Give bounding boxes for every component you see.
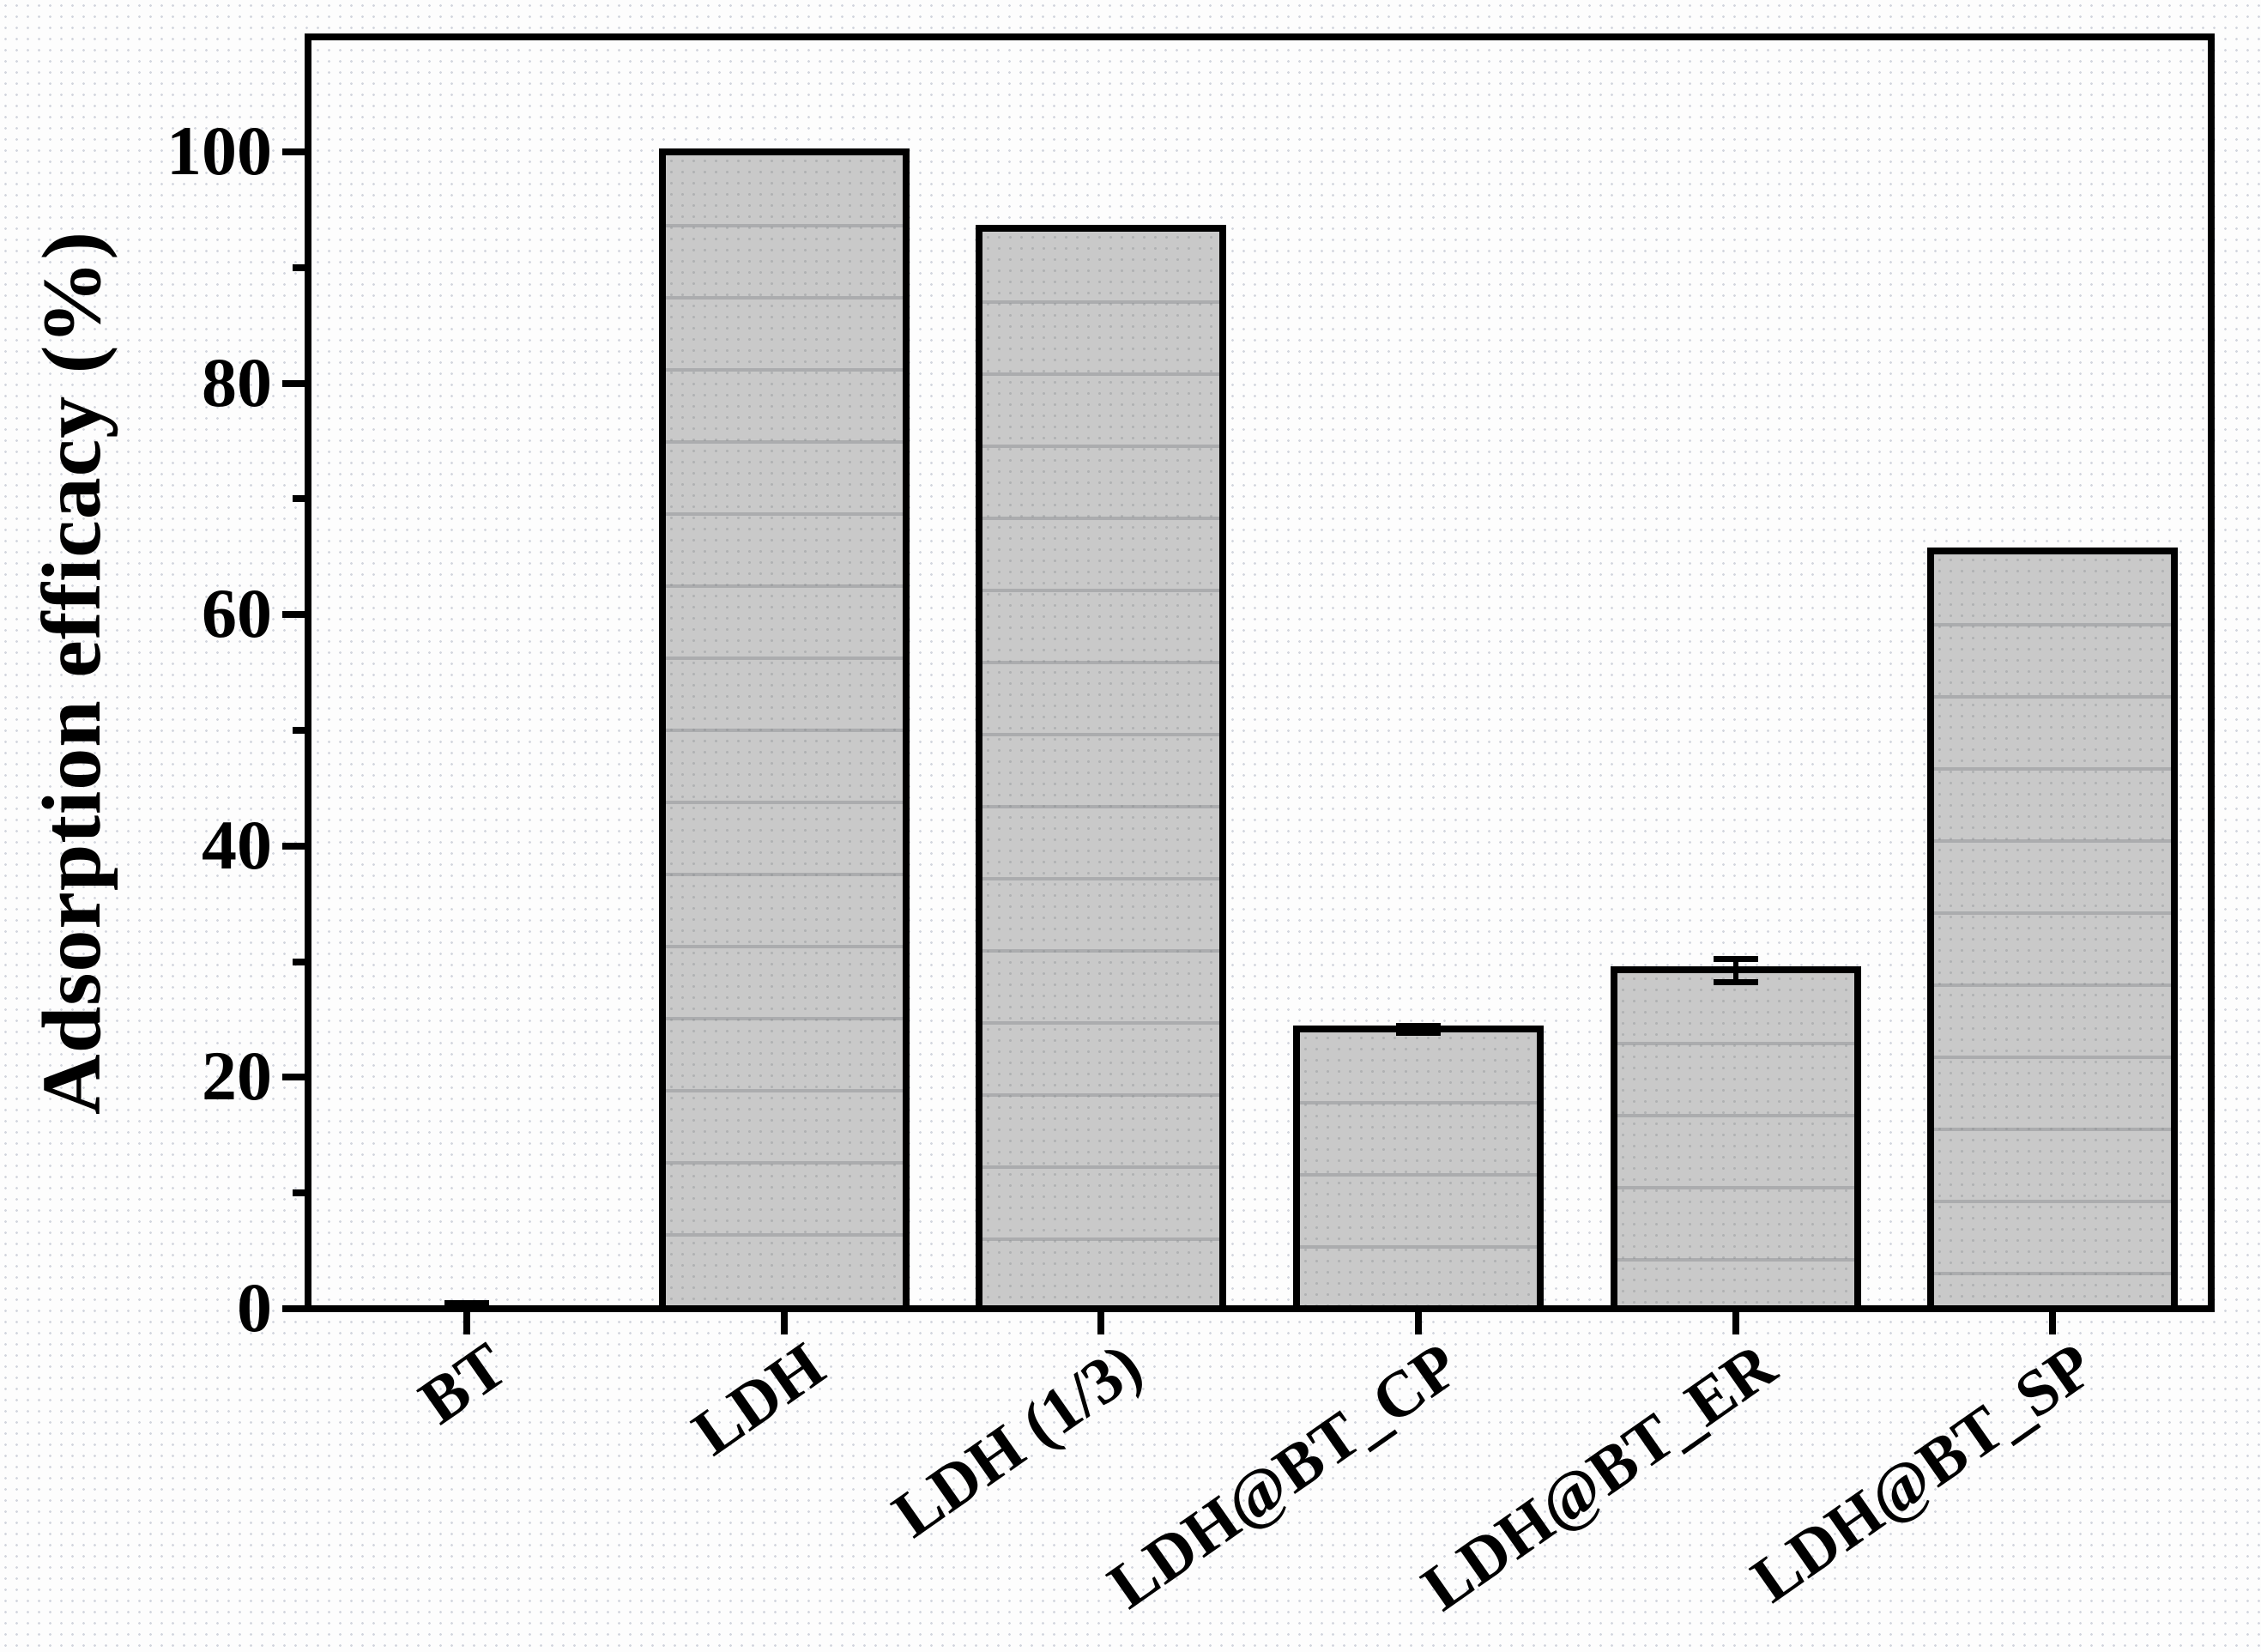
y-minor-tick-10: [293, 1189, 305, 1197]
error-bar-ldh-bt-cp: [1415, 1025, 1421, 1032]
error-cap-bottom-ldh-bt-er: [1713, 978, 1758, 985]
error-cap-bottom-ldh-bt-cp: [1395, 1029, 1441, 1036]
error-cap-top-ldh-bt-er: [1713, 955, 1758, 962]
x-tick-ldh: [780, 1312, 788, 1334]
plot-area-frame: [305, 33, 2215, 1312]
y-tick-label-100: 100: [166, 112, 272, 190]
y-major-tick-100: [282, 148, 305, 155]
bar-ldh: [658, 148, 910, 1305]
x-category-label-ldh-bt-cp: LDH@BT_CP: [1095, 1328, 1472, 1623]
x-category-label-ldh-bt-er: LDH@BT_ER: [1409, 1328, 1789, 1625]
y-major-tick-0: [282, 1305, 305, 1312]
y-major-tick-40: [282, 842, 305, 850]
y-minor-tick-70: [293, 495, 305, 503]
y-major-tick-80: [282, 379, 305, 387]
bar-ldh-1-3: [976, 224, 1227, 1305]
y-minor-tick-50: [293, 727, 305, 734]
bar-ldh-bt-er: [1610, 966, 1861, 1305]
x-category-label-ldh-1-3: LDH (1/3): [880, 1328, 1155, 1552]
bar-ldh-bt-sp: [1927, 548, 2179, 1305]
y-tick-label-0: 0: [237, 1268, 272, 1346]
x-tick-ldh-bt-sp: [2049, 1312, 2057, 1334]
x-category-label-ldh-bt-sp: LDH@BT_SP: [1738, 1328, 2107, 1617]
x-tick-ldh-bt-er: [1732, 1312, 1739, 1334]
x-tick-bt: [462, 1312, 470, 1334]
bar-ldh-bt-cp: [1292, 1025, 1544, 1305]
error-cap-top-ldh-bt-cp: [1395, 1022, 1441, 1029]
y-tick-label-40: 40: [202, 805, 272, 884]
y-minor-tick-30: [293, 958, 305, 965]
x-category-label-bt: BT: [407, 1328, 520, 1438]
y-tick-label-60: 60: [202, 574, 272, 653]
error-bar-ldh-bt-er: [1732, 958, 1738, 982]
y-minor-tick-90: [293, 263, 305, 271]
y-tick-label-20: 20: [202, 1037, 272, 1116]
y-major-tick-20: [282, 1074, 305, 1081]
x-tick-ldh-1-3: [1097, 1312, 1105, 1334]
error-cap-top-bt: [444, 1300, 489, 1307]
y-major-tick-60: [282, 611, 305, 619]
x-category-label-ldh: LDH: [680, 1328, 837, 1470]
x-tick-ldh-bt-cp: [1414, 1312, 1422, 1334]
y-tick-label-80: 80: [202, 342, 272, 421]
